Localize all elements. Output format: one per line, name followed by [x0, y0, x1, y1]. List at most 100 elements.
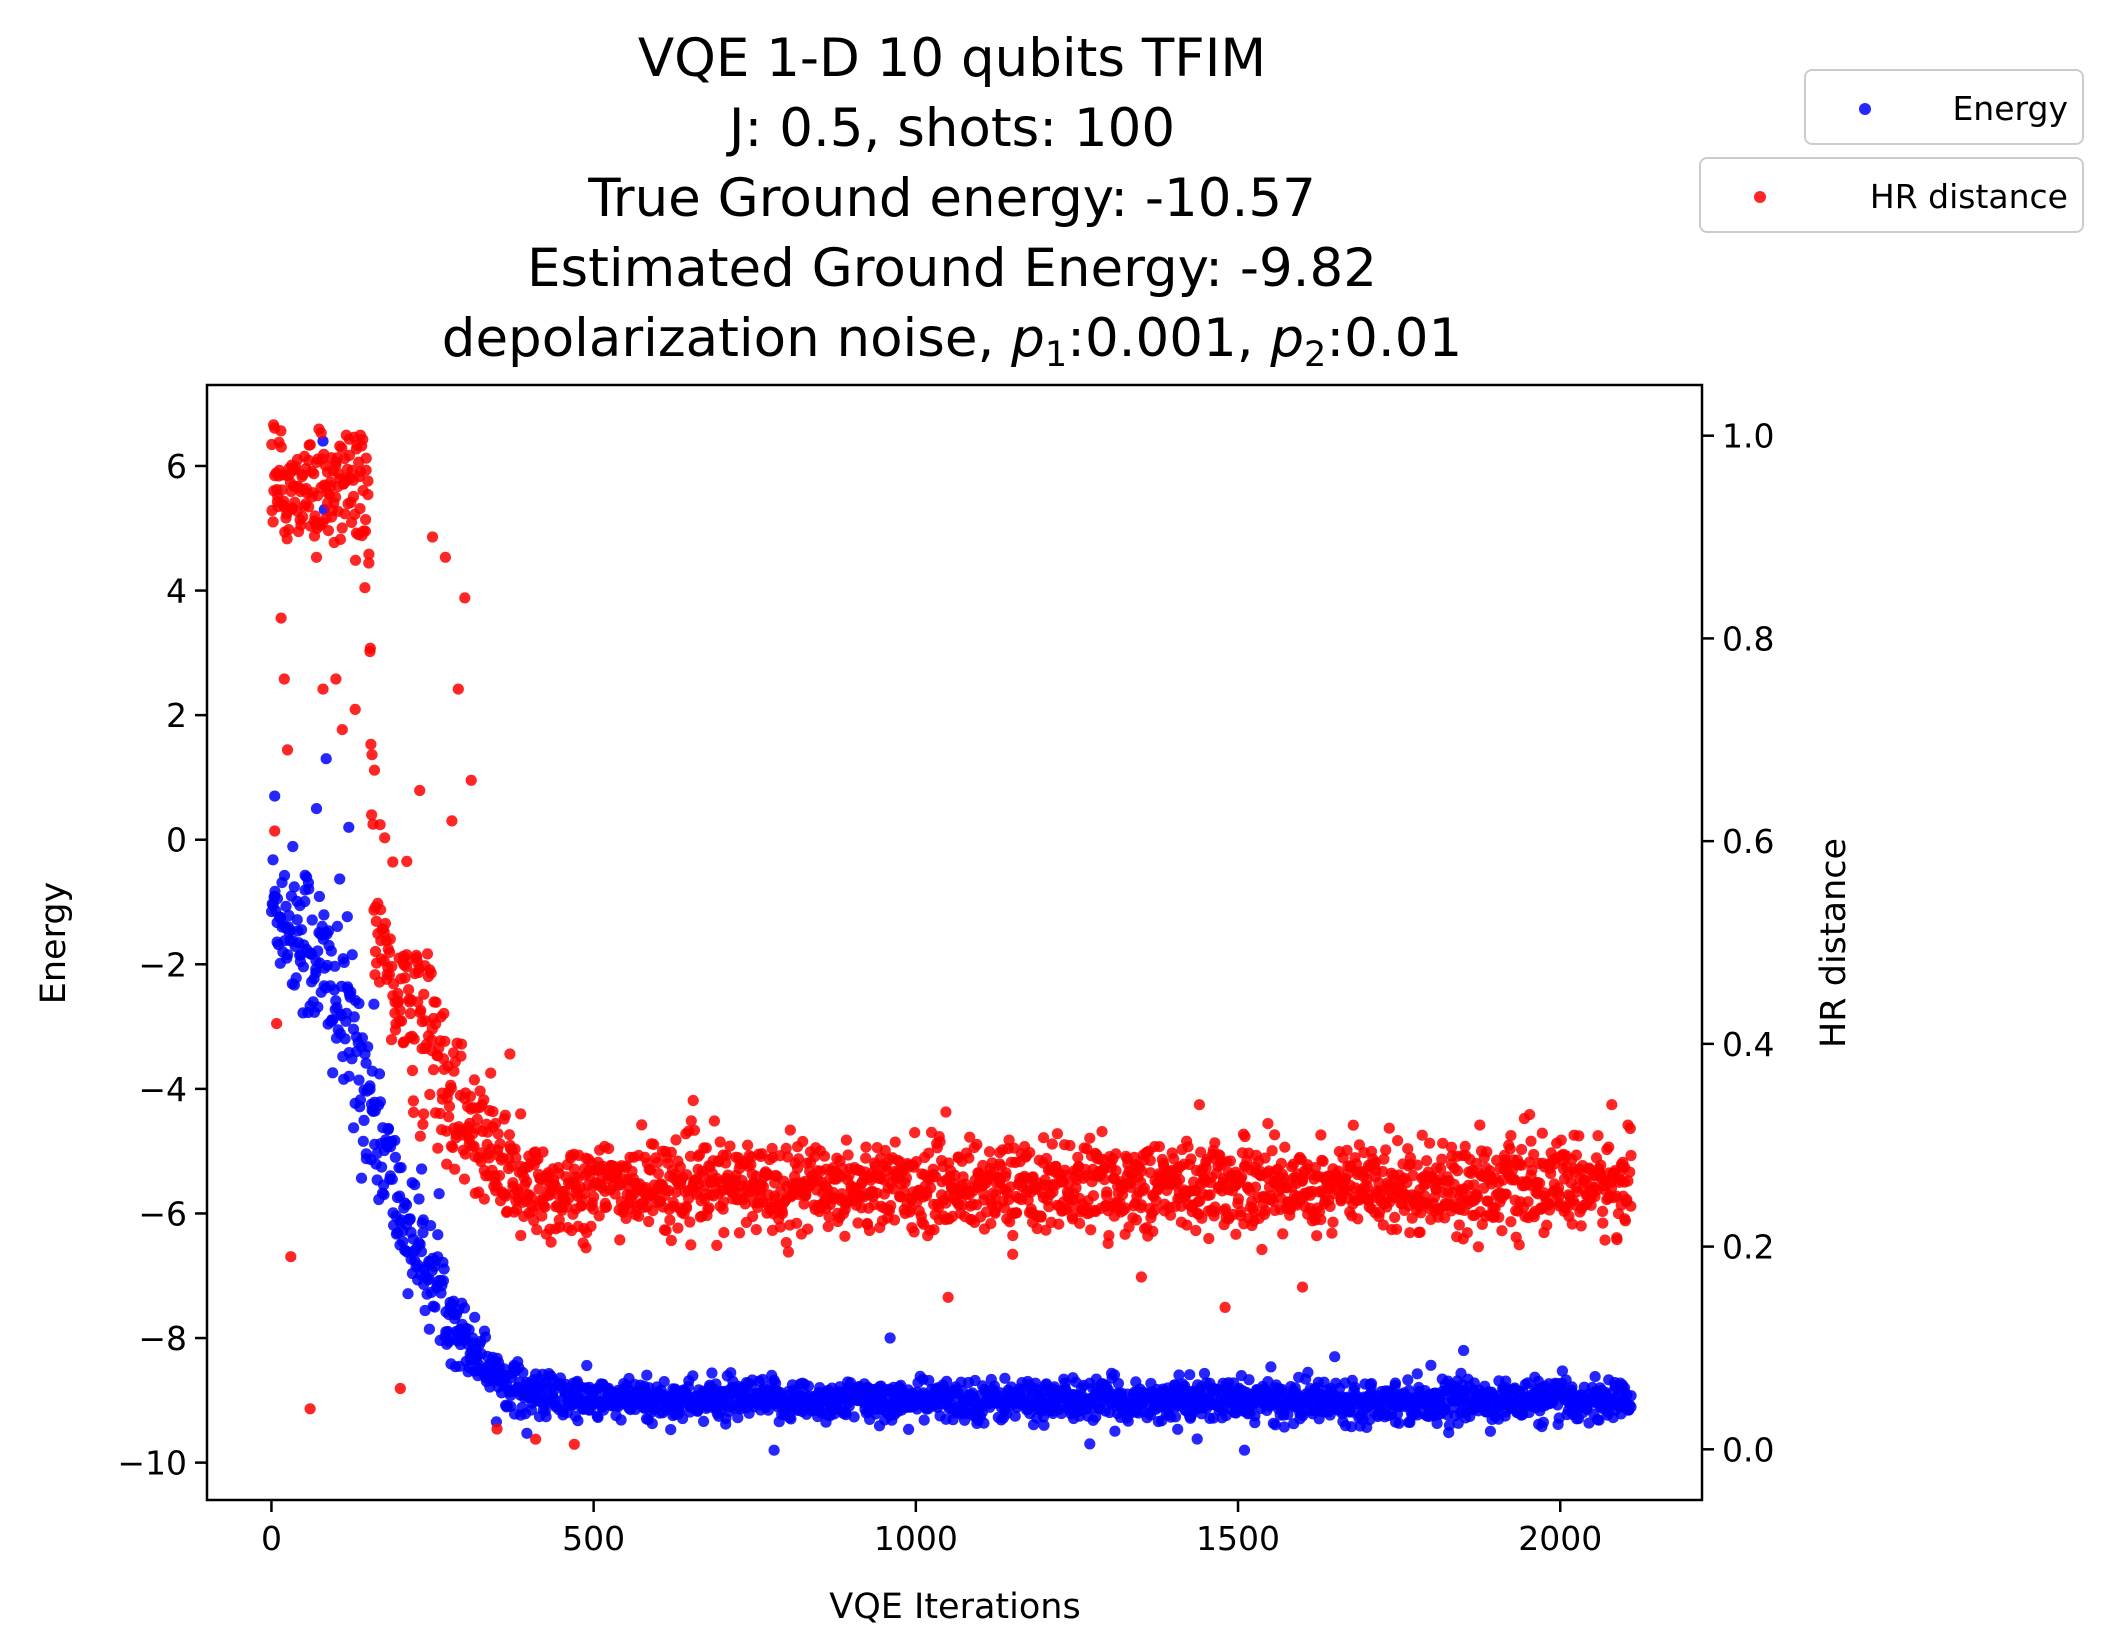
data-point [299, 895, 311, 908]
data-point [1625, 1390, 1637, 1402]
data-point [1035, 1210, 1047, 1223]
data-point [674, 1161, 686, 1173]
x-tick-label: 0 [261, 1519, 282, 1558]
data-point [798, 1198, 810, 1210]
data-point [394, 1004, 406, 1017]
data-point [491, 1423, 503, 1435]
data-point [503, 1129, 515, 1141]
data-point [353, 997, 365, 1010]
data-point [386, 960, 398, 973]
legend-energy-marker [1859, 103, 1871, 115]
data-point [784, 1124, 796, 1136]
data-point [384, 933, 396, 945]
data-point [348, 1011, 360, 1023]
data-point [362, 1041, 374, 1053]
data-point [1315, 1213, 1327, 1226]
data-point [358, 1114, 370, 1126]
data-point [1595, 1159, 1607, 1171]
data-point [720, 1149, 733, 1161]
legend-energy-label: Energy [1952, 89, 2068, 128]
y-right-tick-label: 0.6 [1722, 822, 1774, 861]
data-point [334, 873, 346, 885]
data-point [346, 949, 358, 961]
data-point [360, 514, 372, 526]
data-point [1249, 1410, 1261, 1422]
data-point [852, 1217, 864, 1229]
data-point [1064, 1139, 1076, 1152]
x-tick-label: 2000 [1518, 1519, 1602, 1558]
data-point [408, 1106, 420, 1118]
data-point [325, 945, 337, 957]
data-point [373, 1068, 386, 1080]
data-point [1169, 1411, 1182, 1423]
data-point [515, 1229, 527, 1242]
title-p2-symbol: p [1269, 308, 1304, 369]
data-point [423, 1273, 435, 1285]
data-point [500, 1190, 512, 1202]
data-point [708, 1115, 721, 1127]
data-point [1230, 1228, 1242, 1240]
data-point [664, 1214, 676, 1226]
data-point [909, 1127, 921, 1139]
data-point [1138, 1182, 1150, 1194]
data-point [1296, 1281, 1309, 1293]
data-point [417, 1227, 429, 1239]
y-left-tick-label: 0 [166, 821, 187, 860]
data-point [310, 803, 323, 815]
data-point [1570, 1149, 1582, 1161]
data-point [312, 1001, 324, 1013]
data-point [1269, 1129, 1281, 1141]
data-point [360, 452, 372, 464]
data-point [353, 1074, 365, 1086]
data-point [1484, 1425, 1496, 1437]
data-point [636, 1119, 648, 1131]
data-point [437, 1275, 449, 1287]
data-point [368, 764, 381, 776]
data-point [289, 496, 301, 508]
data-point [802, 1223, 814, 1235]
data-point [1431, 1417, 1443, 1429]
data-point [1098, 1174, 1110, 1186]
data-point [1070, 1182, 1082, 1194]
data-point [1526, 1164, 1538, 1176]
data-point [1545, 1168, 1557, 1180]
data-point [1611, 1234, 1623, 1246]
data-point [414, 1130, 426, 1142]
data-point [971, 1138, 983, 1151]
data-point [1038, 1132, 1050, 1144]
series-hr-distance [266, 419, 1637, 1450]
data-point [1224, 1155, 1236, 1167]
data-point [438, 1007, 450, 1020]
data-point [1003, 1134, 1015, 1146]
data-point [1537, 1416, 1549, 1428]
data-point [1173, 1369, 1185, 1381]
data-point [681, 1169, 693, 1181]
data-point [365, 738, 377, 750]
data-point [1504, 1143, 1516, 1155]
data-point [711, 1239, 723, 1251]
data-point [442, 1325, 454, 1338]
data-point [474, 1085, 486, 1097]
data-point [443, 1111, 455, 1123]
data-point [341, 911, 353, 923]
data-point [375, 904, 387, 916]
data-point [330, 673, 342, 685]
data-point [1024, 1147, 1036, 1159]
data-point [1421, 1155, 1433, 1167]
data-point [327, 1067, 339, 1079]
data-point [275, 425, 287, 437]
legend-hr-marker [1754, 191, 1766, 203]
data-point [1238, 1444, 1251, 1456]
data-point [331, 920, 343, 933]
y-left-tick-label: −8 [138, 1319, 187, 1358]
data-point [379, 917, 391, 930]
data-point [1556, 1365, 1568, 1377]
data-point [517, 1367, 529, 1379]
data-point [1575, 1220, 1587, 1232]
data-point [433, 1188, 445, 1200]
data-point [842, 1149, 854, 1161]
data-point [600, 1201, 613, 1213]
data-point [285, 1251, 297, 1263]
data-point [923, 1374, 935, 1387]
